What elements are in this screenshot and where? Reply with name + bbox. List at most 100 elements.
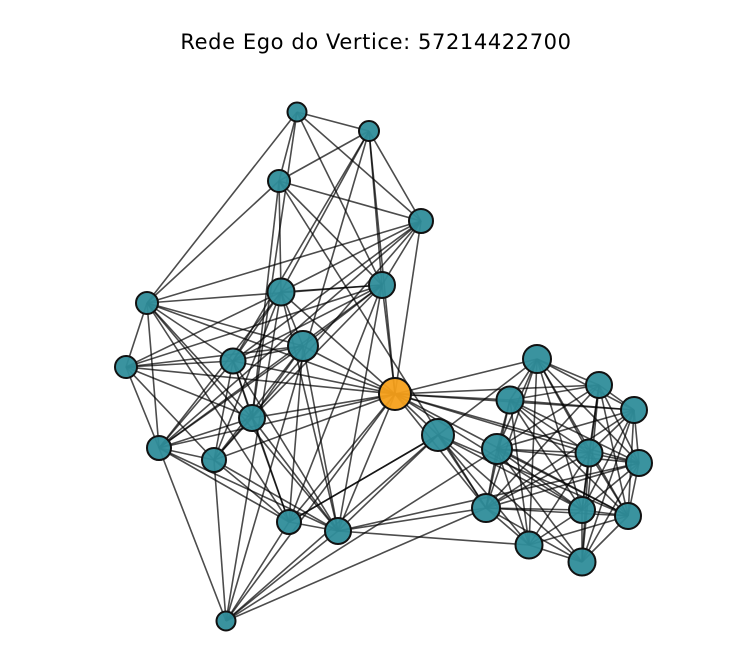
edge-n15-n17	[337, 434, 439, 532]
alter-node-n2	[358, 120, 380, 142]
edge-n5-n12	[146, 302, 160, 449]
edge-n6-n13	[213, 291, 282, 461]
edge-n6-n8	[125, 291, 282, 368]
edge-n19-n23	[509, 399, 590, 454]
edge-n20-n22	[496, 384, 600, 450]
edge-n28-n17	[437, 434, 530, 546]
alter-node-n3	[267, 169, 291, 193]
edge-n6-n12	[158, 291, 282, 449]
edge-n18-n27	[536, 358, 629, 517]
edge-n7-n9	[232, 284, 383, 362]
edge-n6-n7	[280, 284, 383, 293]
edge-n25-n27	[485, 507, 629, 517]
edge-n1-n5	[146, 111, 298, 304]
edge-n8-n11	[125, 366, 253, 419]
edge-n2-n6	[280, 130, 370, 293]
edge-n9-ego	[232, 360, 396, 395]
edge-n3-n4	[278, 180, 422, 222]
alter-node-n15	[324, 517, 352, 545]
edge-n15-n25	[337, 507, 487, 532]
edge-n28-n27	[528, 515, 629, 546]
edge-n28-n15	[337, 530, 530, 546]
edge-n8-ego	[125, 366, 396, 395]
edge-n11-ego	[251, 393, 396, 419]
edge-n10-ego	[302, 345, 396, 395]
edge-n4-n5	[146, 220, 422, 304]
edge-n8-n12	[125, 366, 160, 449]
edge-n6-ego	[280, 291, 396, 395]
edge-n18-n26	[536, 358, 583, 511]
alter-node-n14	[276, 509, 302, 535]
edge-n17-n18	[437, 358, 538, 436]
edge-n29-n21	[581, 409, 635, 563]
edge-n20-n25	[485, 384, 600, 509]
edge-n8-n9	[125, 360, 234, 368]
edge-n21-n22	[496, 409, 635, 450]
edge-n19-n24	[509, 399, 640, 464]
edge-n28-n23	[528, 452, 590, 546]
edge-n17-n26	[437, 434, 583, 511]
alter-node-n28	[514, 530, 544, 560]
alter-node-n9	[219, 347, 247, 375]
edge-n29-n22	[496, 448, 583, 563]
edge-n18-ego	[394, 358, 538, 395]
edge-n5-n11	[146, 302, 253, 419]
edge-n23-n25	[485, 452, 590, 509]
edge-n18-n25	[485, 358, 538, 509]
edge-n4-n6	[280, 220, 422, 293]
edge-n4-n12	[158, 220, 422, 449]
edge-n2-n3	[278, 130, 370, 182]
edge-n8-n10	[125, 345, 304, 368]
alter-node-n8	[114, 355, 138, 379]
edge-n13-n16	[213, 459, 227, 622]
edge-n28-n19	[509, 399, 530, 546]
alter-node-n29	[567, 547, 597, 577]
alter-node-n13	[201, 447, 227, 473]
edge-n2-n9	[232, 130, 370, 362]
edge-n2-n16	[225, 130, 370, 622]
alter-node-n23	[574, 438, 604, 468]
alter-node-n20	[585, 371, 613, 399]
edge-n11-n12	[158, 417, 253, 449]
alter-node-n6	[266, 277, 296, 307]
nodes-layer	[114, 101, 653, 632]
edge-n15-ego	[337, 393, 396, 532]
edge-n14-n16	[225, 521, 290, 622]
alter-node-n5	[135, 291, 159, 315]
edge-n17-n27	[437, 434, 629, 517]
edge-n9-n13	[213, 360, 234, 461]
edge-n3-n6	[278, 180, 282, 293]
edge-n12-ego	[158, 393, 396, 449]
edge-n3-n25	[278, 180, 487, 509]
edge-n20-ego	[394, 384, 600, 395]
edge-n16-n25	[225, 507, 487, 622]
edge-n2-n4	[368, 130, 422, 222]
alter-node-n16	[215, 610, 237, 632]
edge-n9-n15	[232, 360, 339, 532]
edge-n11-n15	[251, 417, 339, 532]
edge-n6-n16	[225, 291, 282, 622]
edge-n22-n24	[496, 448, 640, 464]
edge-n4-ego	[394, 220, 422, 395]
alter-node-n18	[522, 344, 552, 374]
edge-n10-n14	[288, 345, 304, 523]
edge-n13-n15	[213, 459, 339, 532]
edges-layer	[125, 111, 640, 622]
edge-n1-n2	[296, 111, 370, 132]
alter-node-n19	[495, 385, 525, 415]
edge-n3-n5	[146, 180, 280, 304]
edge-n3-n7	[278, 180, 383, 286]
edge-n16-n22	[225, 448, 498, 622]
edge-n13-n14	[213, 459, 290, 523]
edge-n15-n16	[225, 530, 339, 622]
edge-n13-ego	[213, 393, 396, 461]
edge-n12-n16	[158, 447, 227, 622]
edge-n10-n12	[158, 345, 304, 449]
alter-node-n26	[568, 496, 596, 524]
edge-n14-ego	[288, 393, 396, 523]
edge-n12-n14	[158, 447, 290, 523]
edge-n29-n24	[581, 462, 640, 563]
edge-n2-ego	[368, 130, 396, 395]
alter-node-n21	[620, 396, 648, 424]
